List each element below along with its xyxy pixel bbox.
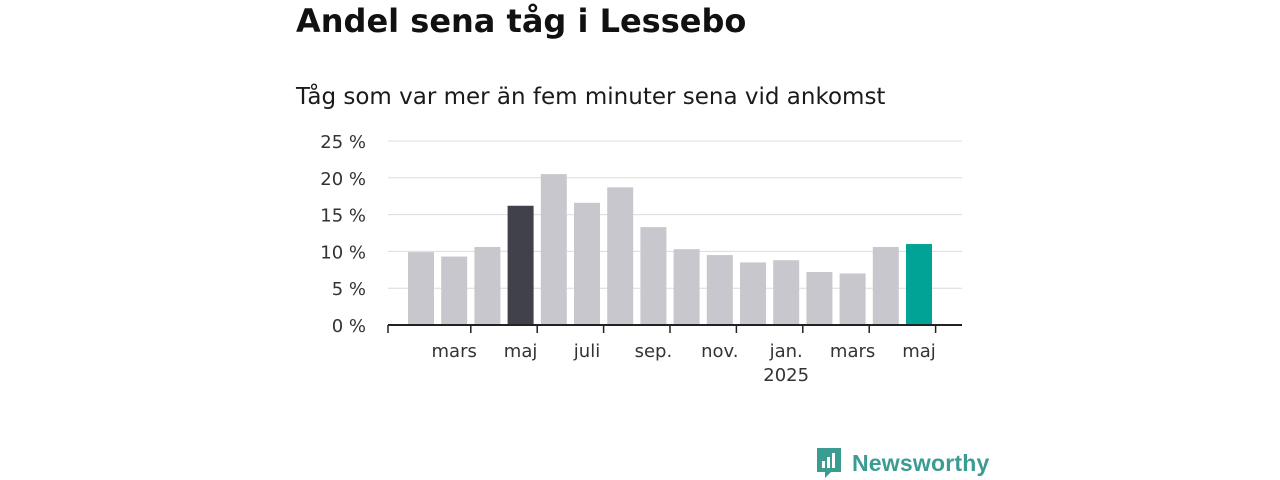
x-tick-label: mars: [830, 341, 875, 362]
brand-name: Newsworthy: [852, 449, 990, 476]
bar: [906, 244, 932, 325]
chart-title: Andel sena tåg i Lessebo: [296, 2, 747, 40]
bar: [507, 205, 534, 325]
bar: [607, 187, 634, 325]
bar: [706, 255, 733, 325]
x-tick-year-label: 2025: [763, 365, 809, 386]
x-tick-label: mars: [432, 341, 477, 362]
y-tick-label: 0 %: [332, 316, 366, 337]
y-tick-label: 20 %: [320, 169, 366, 190]
x-tick-label: nov.: [701, 341, 738, 362]
bar: [574, 202, 600, 325]
y-tick-label: 10 %: [320, 242, 366, 263]
chart-subtitle: Tåg som var mer än fem minuter sena vid …: [296, 84, 886, 110]
x-tick-label: sep.: [635, 341, 673, 362]
newsworthy-logo-icon: [817, 448, 841, 478]
bar: [839, 273, 866, 325]
bar: [673, 249, 700, 325]
bar: [806, 272, 833, 325]
bar: [872, 246, 899, 325]
bar: [773, 260, 800, 325]
x-tick-label: juli: [573, 341, 600, 362]
bar: [740, 262, 766, 325]
x-tick-label: maj: [504, 341, 538, 362]
bar: [540, 174, 567, 325]
bar: [408, 252, 434, 325]
bar: [441, 256, 468, 325]
x-tick-label: maj: [902, 341, 936, 362]
y-tick-label: 25 %: [320, 132, 366, 153]
y-tick-label: 5 %: [332, 279, 366, 300]
x-tick-label: jan.: [769, 341, 803, 362]
newsworthy-logo[interactable]: Newsworthy: [814, 446, 989, 480]
bar: [640, 227, 667, 325]
bar: [474, 246, 501, 325]
y-tick-label: 15 %: [320, 206, 366, 227]
